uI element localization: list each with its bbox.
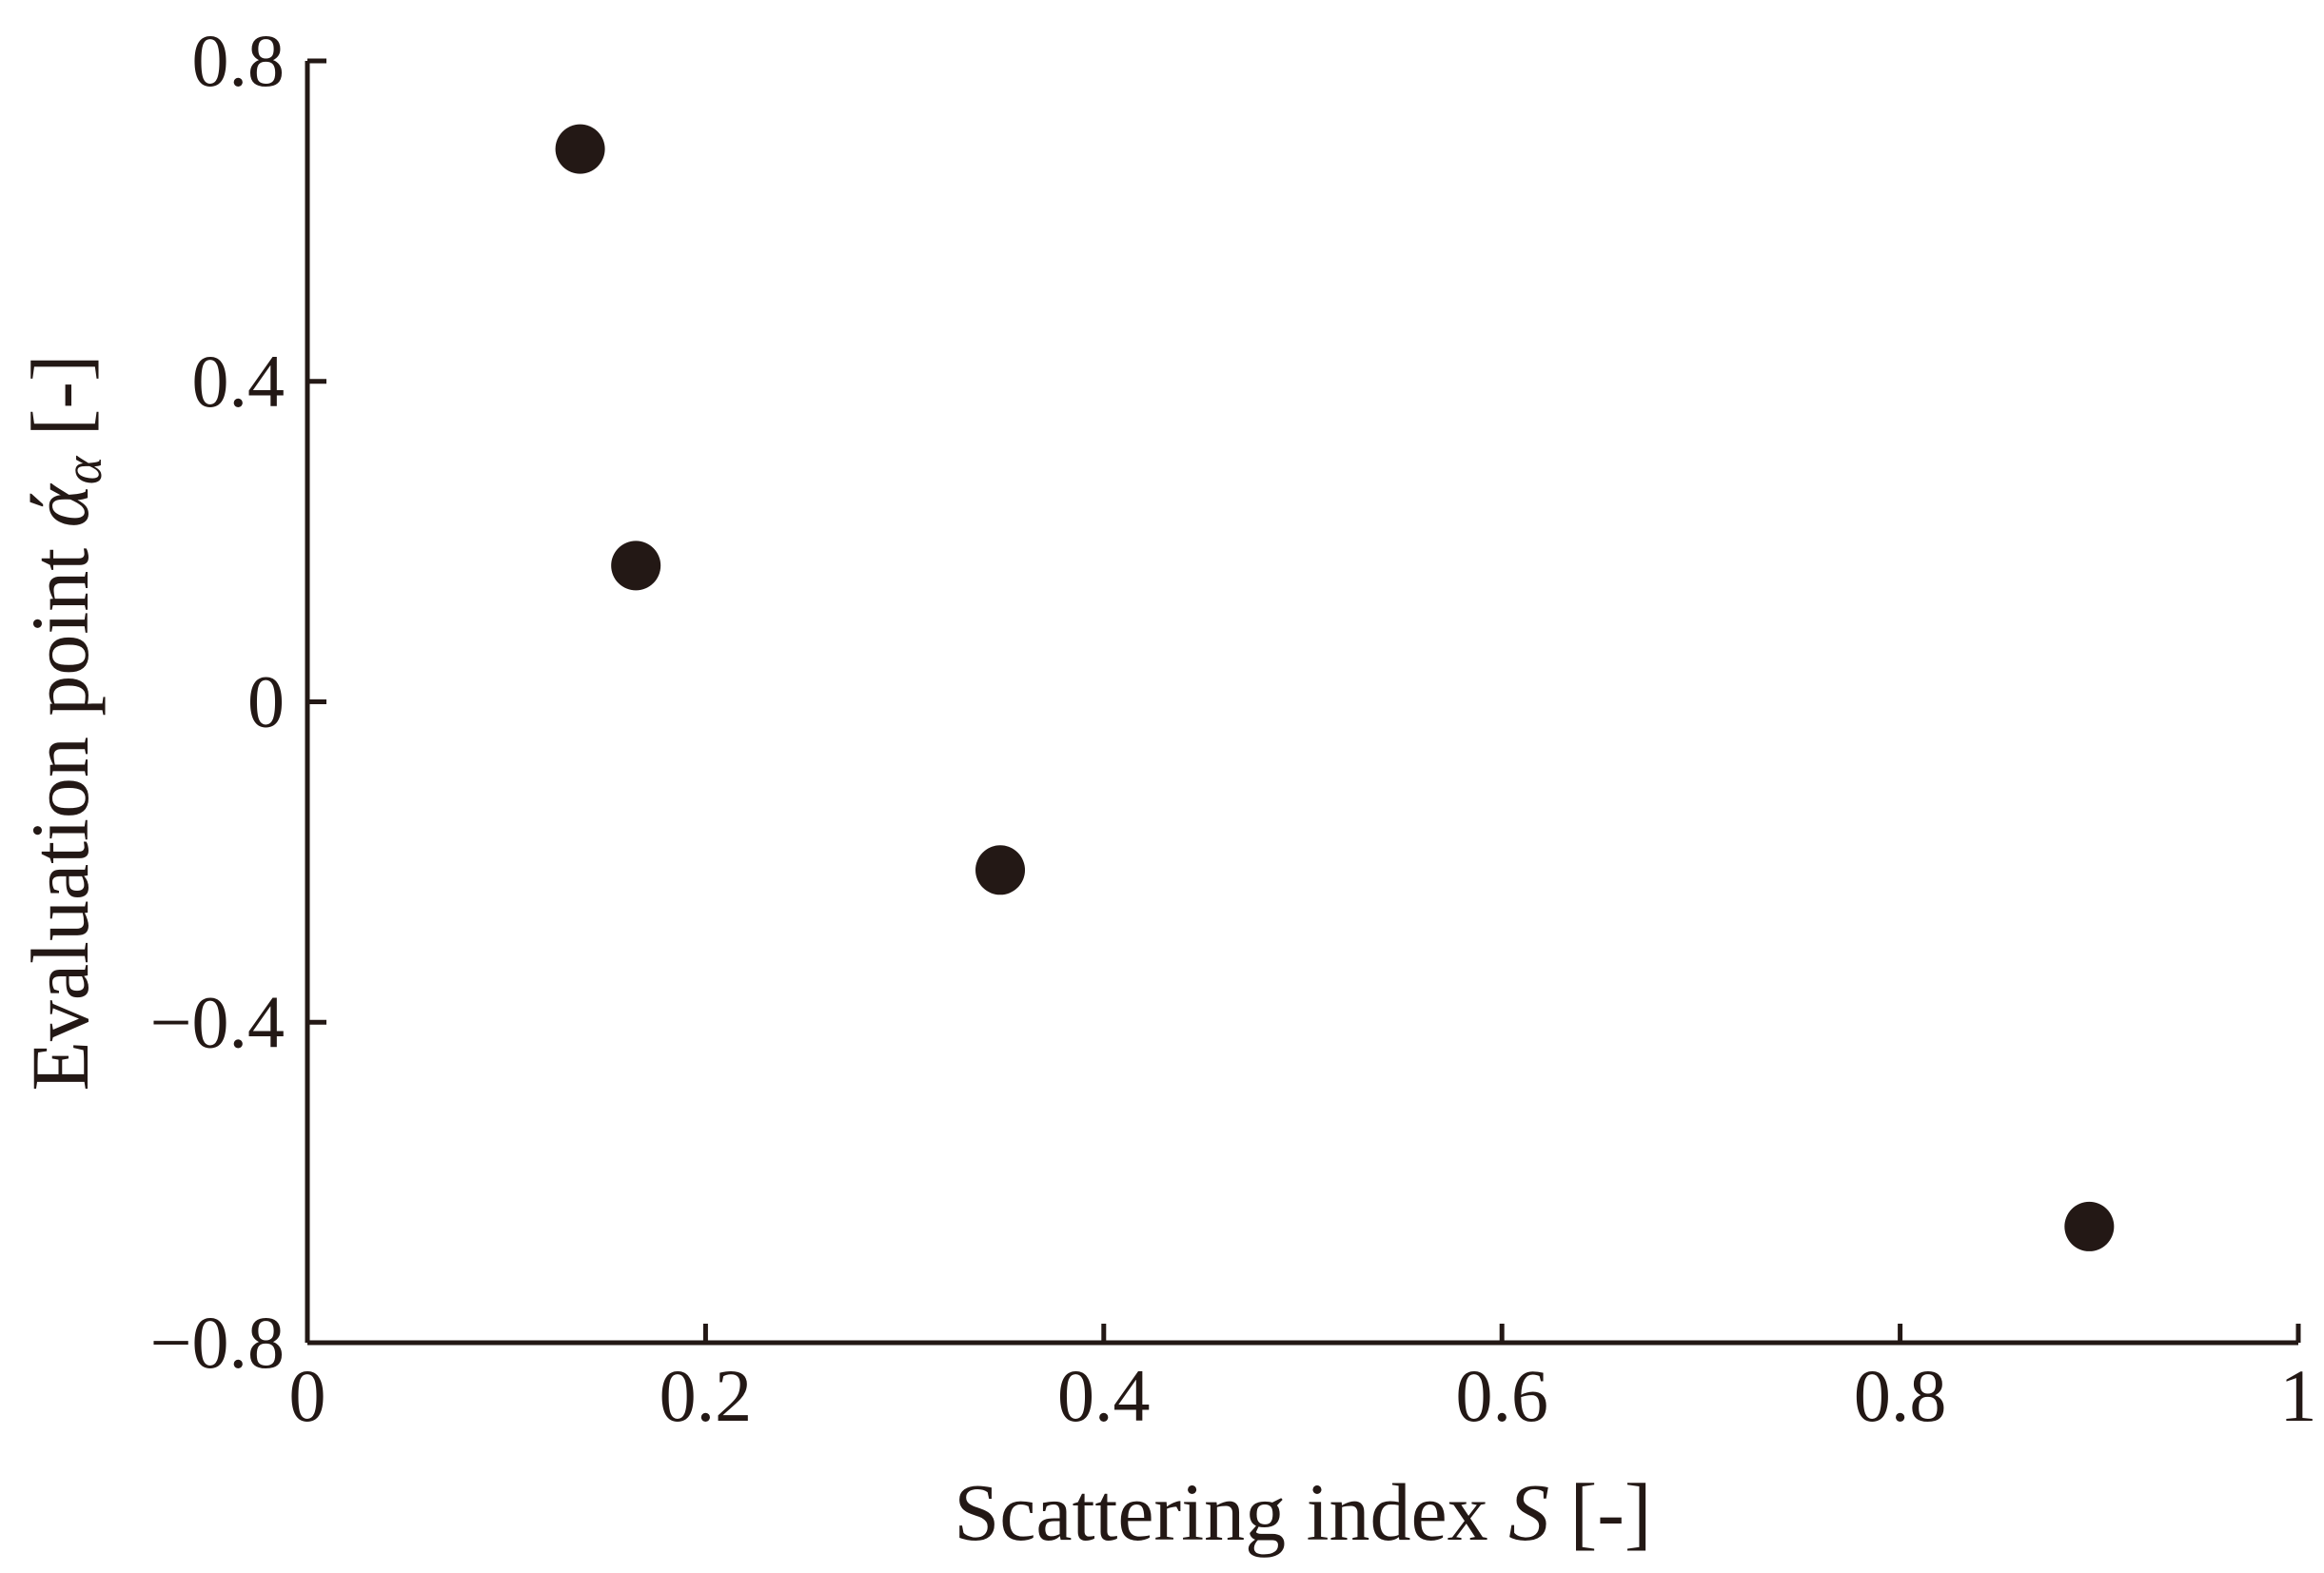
x-tick-label: 0.4 [1057, 1354, 1151, 1437]
y-axis-ticks: −0.8 −0.4 0 0.4 0.8 [150, 19, 326, 1384]
y-axis-title: Evaluation point άα [-] [14, 354, 113, 1091]
y-tick-label: 0.4 [192, 340, 286, 423]
data-point [555, 124, 605, 174]
x-axis-title: Scattering index S [-] [954, 1466, 1651, 1558]
y-tick-label: 0 [247, 660, 285, 743]
x-tick-label: 0.8 [1854, 1354, 1947, 1437]
x-tick-label: 0.6 [1455, 1354, 1548, 1437]
y-tick-label: 0.8 [192, 19, 286, 102]
y-tick-label: −0.8 [150, 1301, 286, 1384]
x-tick-label: 0.2 [660, 1354, 753, 1437]
x-tick-label: 1 [2280, 1354, 2317, 1437]
data-point [611, 541, 661, 591]
data-points [555, 124, 2115, 1251]
data-point [2064, 1201, 2115, 1251]
x-axis-ticks: 0 0.2 0.4 0.6 0.8 1 [289, 1324, 2317, 1437]
data-point [975, 845, 1026, 895]
y-tick-label: −0.4 [150, 980, 286, 1063]
axes [305, 61, 2298, 1346]
x-tick-label: 0 [289, 1354, 326, 1437]
